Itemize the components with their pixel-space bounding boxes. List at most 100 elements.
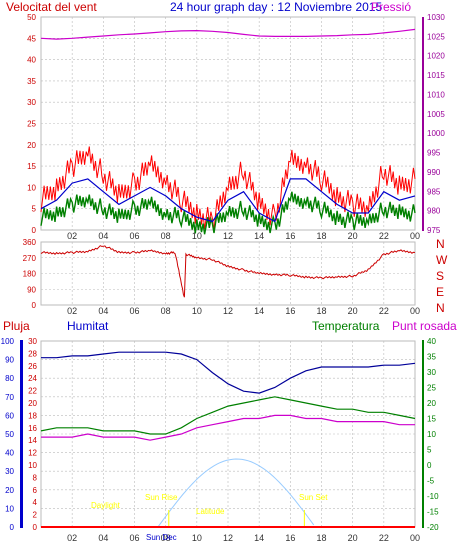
wind-direction-chart: 0 90 180 270 360 02 04 06 08 10 12 14 16 18 20 22 00 <box>23 238 420 316</box>
x-tick-label: 08 <box>161 533 171 543</box>
direction-line <box>40 245 416 298</box>
direction-y-tick: 360 <box>23 238 37 247</box>
direction-y-ticks: 0 90 180 270 360 <box>23 238 37 310</box>
pressure-axis-bar <box>422 17 424 231</box>
temperature-label: Temperatura <box>312 319 380 333</box>
x-tick-label: 14 <box>254 231 264 241</box>
sun-rise-label: Sun Rise <box>145 493 178 502</box>
pressure-y-ticks: 975 980 985 990 995 1000 1005 1010 1015 1020 1025 1… <box>427 13 445 235</box>
compass-n1: N <box>436 237 445 251</box>
wind-y-tick: 15 <box>27 162 36 171</box>
x-tick-label: 08 <box>161 306 171 316</box>
x-tick-label: 18 <box>316 533 326 543</box>
x-tick-label: 02 <box>67 306 77 316</box>
humidity-y-tick: 0 <box>10 523 15 532</box>
x-tick-label: 14 <box>254 533 264 543</box>
humidity-y-tick: 70 <box>5 393 14 402</box>
x-tick-label: 12 <box>223 533 233 543</box>
pressure-y-tick: 1000 <box>427 129 445 138</box>
x-tick-label: 10 <box>192 231 202 241</box>
direction-y-tick: 180 <box>23 270 37 279</box>
humidity-y-tick: 40 <box>5 449 14 458</box>
humidity-y-tick: 50 <box>5 430 14 439</box>
wind-y-tick: 20 <box>27 141 36 150</box>
x-tick-label: 08 <box>161 231 171 241</box>
rain-label: Pluja <box>3 319 30 333</box>
rain-y-tick: 26 <box>28 362 37 371</box>
x-tick-label: 04 <box>98 306 108 316</box>
sun-set-label: Sun Set <box>299 493 328 502</box>
temperature-y-tick: 10 <box>427 430 436 439</box>
compass-s: S <box>436 269 444 283</box>
x-tick-label: 16 <box>285 306 295 316</box>
direction-y-tick: 0 <box>32 301 37 310</box>
wind-avg-line <box>40 178 416 223</box>
x-tick-label: 20 <box>348 306 358 316</box>
temperature-y-tick: 25 <box>427 384 436 393</box>
latitude-label: Latitude <box>196 507 225 516</box>
wind-gust-line <box>40 146 416 231</box>
x-tick-label: 18 <box>316 306 326 316</box>
rain-y-tick: 20 <box>28 399 37 408</box>
x-tick-label: 02 <box>67 231 77 241</box>
wind-speed-label: Velocitat del vent <box>6 0 97 14</box>
rain-y-tick: 4 <box>33 498 38 507</box>
dewpoint-label: Punt rosada <box>392 319 457 333</box>
pressure-y-tick: 1030 <box>427 13 445 22</box>
x-tick-label: 16 <box>285 231 295 241</box>
x-tick-label: 16 <box>285 533 295 543</box>
x-tick-label: 02 <box>67 533 77 543</box>
sun-dec-label: Sun Dec <box>146 533 177 542</box>
humidity-axis-bar <box>20 340 23 528</box>
temperature-y-tick: 20 <box>427 399 436 408</box>
x-tick-label: 00 <box>410 306 420 316</box>
rain-y-tick: 12 <box>28 449 37 458</box>
x-tick-label: 10 <box>192 306 202 316</box>
pressure-y-tick: 1010 <box>427 90 445 99</box>
direction-x-ticks: 02 04 06 08 10 12 14 16 18 20 22 00 <box>67 306 420 316</box>
temperature-y-ticks: -20 -15 -10 -5 0 5 10 15 20 25 30 35 40 <box>427 337 439 532</box>
wind-y-tick: 50 <box>27 13 36 22</box>
direction-y-tick: 90 <box>27 285 36 294</box>
humidity-y-tick: 30 <box>5 467 14 476</box>
temperature-y-tick: -15 <box>427 508 439 517</box>
sun-curve <box>157 458 315 528</box>
pressure-y-tick: 1005 <box>427 110 445 119</box>
x-tick-label: 04 <box>98 231 108 241</box>
wind-y-tick: 35 <box>27 77 36 86</box>
x-tick-label: 18 <box>316 231 326 241</box>
temperature-y-tick: 35 <box>427 353 436 362</box>
rain-y-tick: 18 <box>28 411 37 420</box>
direction-grid <box>41 241 416 306</box>
pressure-label: Pressió <box>371 0 411 14</box>
x-tick-label: 06 <box>129 306 139 316</box>
wind-min-line <box>40 191 416 235</box>
x-tick-label: 14 <box>254 306 264 316</box>
sun-arc <box>157 458 315 528</box>
temp-axis-bar <box>422 340 424 528</box>
rain-y-tick: 6 <box>33 486 38 495</box>
compass-e: E <box>436 285 444 299</box>
direction-series <box>40 245 416 298</box>
humidity-series <box>40 351 416 528</box>
wind-y-tick: 25 <box>27 120 36 129</box>
wind-y-tick: 10 <box>27 183 36 192</box>
pressure-y-tick: 980 <box>427 207 441 216</box>
x-tick-label: 22 <box>379 231 389 241</box>
daylight-label: Daylight <box>91 501 121 510</box>
rain-y-tick: 24 <box>28 374 37 383</box>
temperature-y-tick: -5 <box>427 477 435 486</box>
x-tick-label: 06 <box>129 231 139 241</box>
humidity-line <box>41 351 416 394</box>
temperature-y-tick: 30 <box>427 368 436 377</box>
humidity-y-tick: 90 <box>5 356 14 365</box>
dewpoint-line <box>41 414 415 441</box>
pressure-y-tick: 1025 <box>427 32 445 41</box>
rain-y-tick: 2 <box>33 511 38 520</box>
compass-w: W <box>436 253 448 267</box>
rain-y-tick: 22 <box>28 387 37 396</box>
x-tick-label: 04 <box>98 533 108 543</box>
x-tick-label: 00 <box>410 533 420 543</box>
x-tick-label: 12 <box>223 231 233 241</box>
wind-x-ticks: 02 04 06 08 10 12 14 16 18 20 22 00 <box>67 231 420 241</box>
